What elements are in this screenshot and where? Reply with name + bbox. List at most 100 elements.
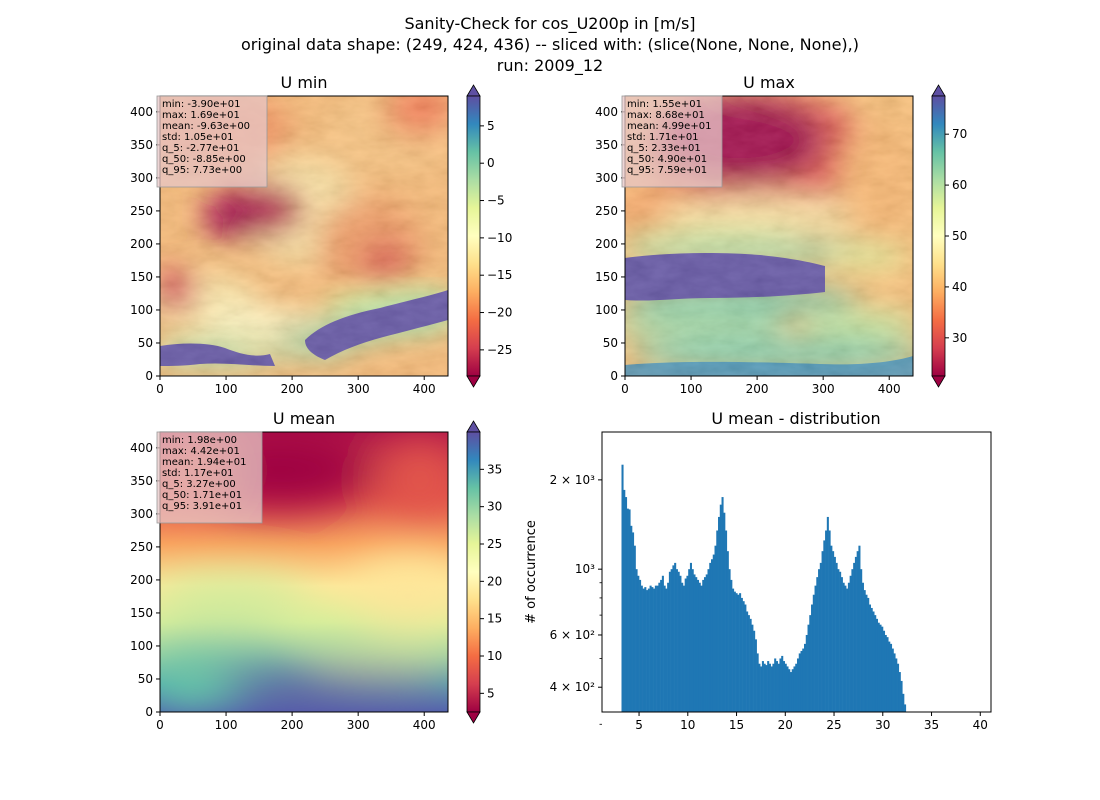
colorbar-tick-label: 30 [487,500,502,514]
x-tick-label: 0 [156,382,164,396]
histogram-bar [677,571,680,712]
y-tick-label: 300 [130,171,153,185]
stat-line: min: -3.90e+01 [162,99,241,110]
histogram-bar [728,569,731,712]
histogram-bar [670,569,673,712]
histogram-bar [763,663,766,712]
histogram-bar [786,666,789,712]
y-tick-label: 100 [595,303,618,317]
histogram-bar [703,577,707,712]
histogram-bar [858,545,861,712]
histogram-bar [819,562,822,712]
histogram-bar [739,593,742,712]
histogram-bar [682,585,685,712]
y-tick-label: 200 [130,573,153,587]
histogram-bar [686,575,689,712]
histogram-bar [886,637,889,712]
y-tick-label: 50 [138,672,153,686]
y-tick-label: 100 [130,303,153,317]
histogram-bar [833,556,836,712]
x-tick-label: 35 [924,718,939,732]
histogram-bar [719,504,722,712]
histogram-bar [639,579,642,712]
stat-line: q_95: 3.91e+01 [162,501,242,512]
histogram-bar [825,530,828,712]
histogram-bar [730,579,733,712]
colorbar-tick-label: −25 [487,343,512,357]
x-tick-label: 100 [680,382,703,396]
colorbar-extend-min [931,375,946,388]
histogram-bar [832,551,835,712]
histogram-bar [793,666,796,712]
histogram-bar [798,653,801,712]
colorbar-tick-label: 40 [952,280,967,294]
histogram-bar [856,551,859,712]
stat-line: mean: -9.63e+00 [162,121,250,132]
histogram-bar [746,611,749,712]
histogram-bar [844,585,847,712]
histogram-bar [796,658,800,712]
histogram-bar [735,593,738,712]
panel-title-u-max: U max [743,73,795,92]
histogram-bar [712,554,715,712]
histogram-bar [721,497,724,712]
heatmap-u-mean [160,432,448,712]
figure-title-line-1: Sanity-Check for cos_U200p in [m/s] [404,14,695,34]
histogram-bar [709,562,712,712]
x-tick-label: 100 [215,718,238,732]
y-tick-label: 0 [610,369,618,383]
histogram-bar [653,588,656,712]
colorbar-extend-max [466,420,481,433]
histogram-bar [744,604,747,712]
histogram-bar [868,604,871,712]
histogram-bar [693,574,696,712]
histogram-bar [691,569,694,712]
histogram-bar [809,615,812,712]
histogram-bar [816,577,819,712]
histogram-bar [840,577,843,712]
histogram-bar [891,648,894,712]
y-ticks-u-min: 0 50 100 150 200 250 300 350 400 [130,105,160,383]
histogram-bar [800,650,803,712]
histogram-bar [830,545,833,712]
histogram-bar [812,594,815,712]
x-tick-label: 400 [878,382,901,396]
histogram-bar [628,509,631,712]
colorbar-tick-label: 50 [952,229,967,243]
histogram-bar [726,551,729,712]
histogram-bar [733,591,736,712]
stat-line: min: 1.98e+00 [162,435,237,446]
histogram-bar [872,611,875,712]
stats-box-u-min: min: -3.90e+01 max: 1.69e+01 mean: -9.63… [156,95,268,188]
histogram-bar [804,643,807,712]
x-tick-label: 300 [347,382,370,396]
histogram-bar [846,588,849,712]
stat-line: q_50: 4.90e+01 [627,154,707,165]
histogram-bar [842,582,845,712]
colorbar-tick-label: 30 [952,331,967,345]
histogram-bars [621,464,907,712]
histogram-bar [781,655,784,712]
histogram-bar [660,579,663,712]
x-tick-label: 100 [215,382,238,396]
histogram-bar [760,666,763,712]
x-tick-label: 15 [729,718,744,732]
stat-line: max: 8.68e+01 [627,110,705,121]
histogram-bar [775,661,778,712]
stats-box-u-mean: min: 1.98e+00 max: 4.42e+01 mean: 1.94e+… [156,431,263,524]
histogram-bar [879,624,882,712]
histogram-bar [700,585,703,712]
histogram-bar [777,663,780,712]
x-ticks-distribution: 5 10 15 20 25 30 35 40 [635,712,988,732]
histogram-bar [698,582,701,712]
histogram-bar [710,559,714,712]
histogram-bar [674,562,677,712]
histogram-bar [725,530,728,712]
histogram-bar [788,669,791,712]
histogram-bar [865,594,868,712]
histogram-bar [789,672,793,712]
histogram-bar [661,575,664,712]
histogram-bar [754,639,757,712]
colorbar-tick-label: −10 [487,231,512,245]
